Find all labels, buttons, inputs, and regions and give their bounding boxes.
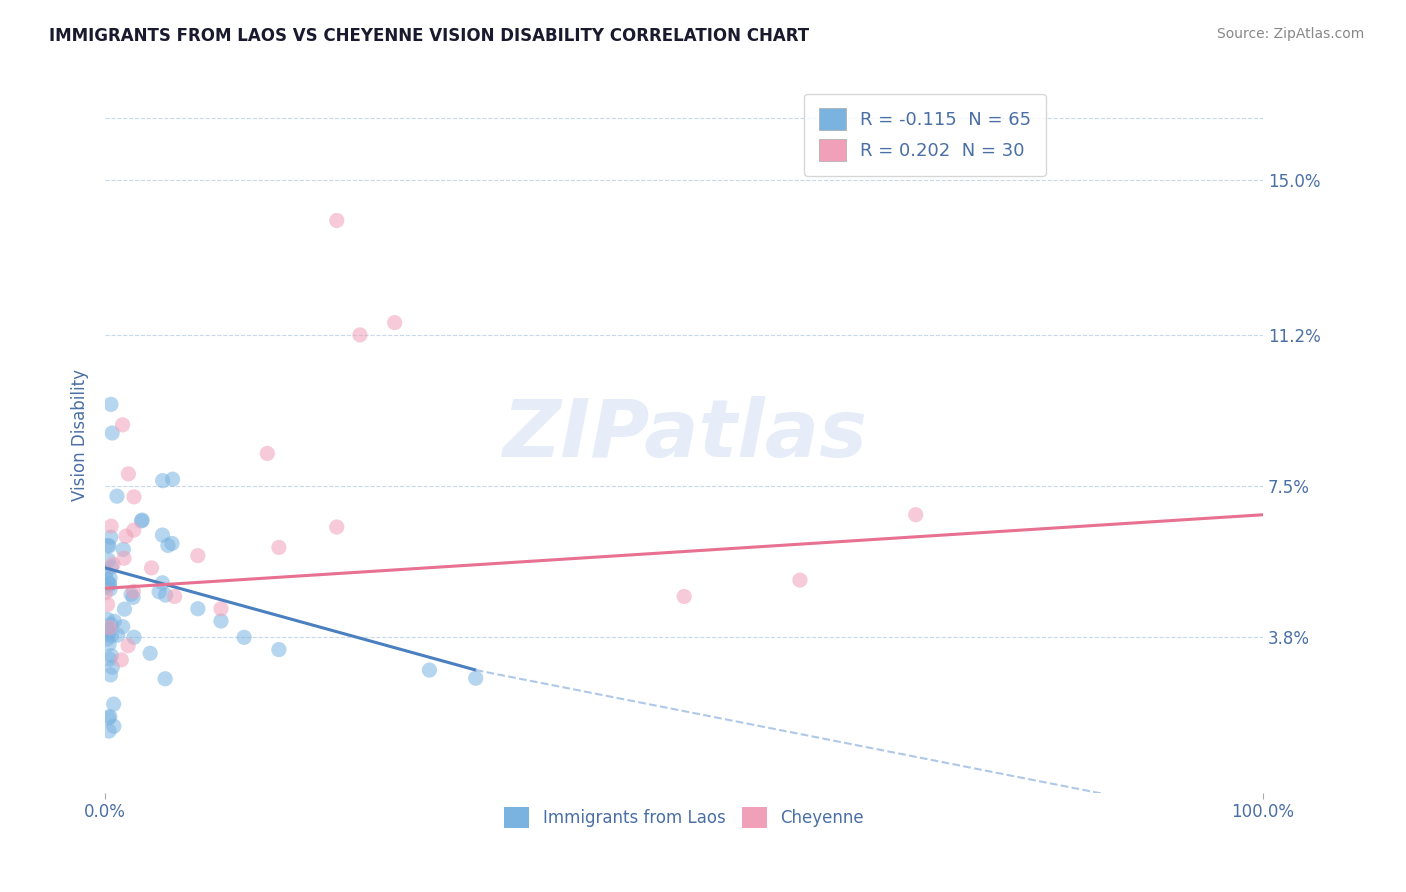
- Point: [209, 601, 232, 615]
- Point: [107, 628, 129, 642]
- Point: [101, 558, 124, 572]
- Point: [187, 601, 209, 615]
- Point: [162, 472, 184, 486]
- Point: [464, 671, 486, 685]
- Point: [156, 538, 179, 552]
- Point: [384, 316, 406, 330]
- Point: [94, 579, 117, 593]
- Point: [103, 615, 125, 629]
- Point: [96, 632, 118, 646]
- Point: [98, 577, 121, 591]
- Text: ZIPatlas: ZIPatlas: [502, 396, 866, 474]
- Point: [100, 617, 122, 632]
- Point: [100, 530, 122, 544]
- Point: [141, 561, 163, 575]
- Point: [117, 467, 139, 481]
- Point: [152, 528, 174, 542]
- Point: [97, 622, 120, 636]
- Text: Source: ZipAtlas.com: Source: ZipAtlas.com: [1216, 27, 1364, 41]
- Point: [101, 425, 124, 440]
- Point: [673, 590, 696, 604]
- Point: [98, 709, 121, 723]
- Point: [111, 620, 134, 634]
- Point: [100, 668, 122, 682]
- Point: [101, 660, 124, 674]
- Point: [100, 648, 122, 663]
- Point: [112, 551, 135, 566]
- Point: [153, 672, 176, 686]
- Point: [103, 719, 125, 733]
- Point: [131, 513, 153, 527]
- Point: [103, 697, 125, 711]
- Point: [111, 417, 134, 432]
- Point: [100, 560, 122, 574]
- Point: [418, 663, 440, 677]
- Point: [98, 582, 121, 596]
- Point: [187, 549, 209, 563]
- Point: [155, 588, 177, 602]
- Point: [98, 621, 121, 635]
- Point: [326, 520, 349, 534]
- Point: [97, 711, 120, 725]
- Text: IMMIGRANTS FROM LAOS VS CHEYENNE VISION DISABILITY CORRELATION CHART: IMMIGRANTS FROM LAOS VS CHEYENNE VISION …: [49, 27, 810, 45]
- Point: [97, 539, 120, 553]
- Point: [97, 598, 120, 612]
- Point: [100, 519, 122, 533]
- Point: [112, 542, 135, 557]
- Point: [97, 627, 120, 641]
- Legend: Immigrants from Laos, Cheyenne: Immigrants from Laos, Cheyenne: [498, 801, 870, 834]
- Point: [96, 612, 118, 626]
- Point: [160, 536, 183, 550]
- Point: [148, 584, 170, 599]
- Point: [98, 724, 121, 739]
- Point: [117, 639, 139, 653]
- Point: [98, 571, 121, 585]
- Point: [122, 490, 145, 504]
- Point: [256, 446, 278, 460]
- Point: [120, 587, 142, 601]
- Point: [122, 591, 145, 605]
- Point: [139, 646, 162, 660]
- Point: [100, 397, 122, 411]
- Point: [96, 573, 118, 587]
- Point: [98, 637, 121, 651]
- Point: [267, 642, 290, 657]
- Point: [98, 539, 121, 553]
- Point: [267, 541, 290, 555]
- Point: [122, 523, 145, 537]
- Point: [152, 474, 174, 488]
- Point: [114, 602, 136, 616]
- Point: [100, 629, 122, 643]
- Y-axis label: Vision Disability: Vision Disability: [72, 369, 89, 501]
- Point: [349, 327, 371, 342]
- Point: [163, 590, 186, 604]
- Point: [105, 489, 128, 503]
- Point: [233, 631, 256, 645]
- Point: [326, 213, 349, 227]
- Point: [152, 575, 174, 590]
- Point: [789, 573, 811, 587]
- Point: [98, 652, 121, 666]
- Point: [96, 624, 118, 638]
- Point: [209, 614, 232, 628]
- Point: [94, 565, 117, 579]
- Point: [94, 586, 117, 600]
- Point: [122, 584, 145, 599]
- Point: [110, 653, 132, 667]
- Point: [904, 508, 927, 522]
- Point: [122, 630, 145, 644]
- Point: [115, 529, 138, 543]
- Point: [98, 576, 121, 591]
- Point: [131, 514, 153, 528]
- Point: [97, 553, 120, 567]
